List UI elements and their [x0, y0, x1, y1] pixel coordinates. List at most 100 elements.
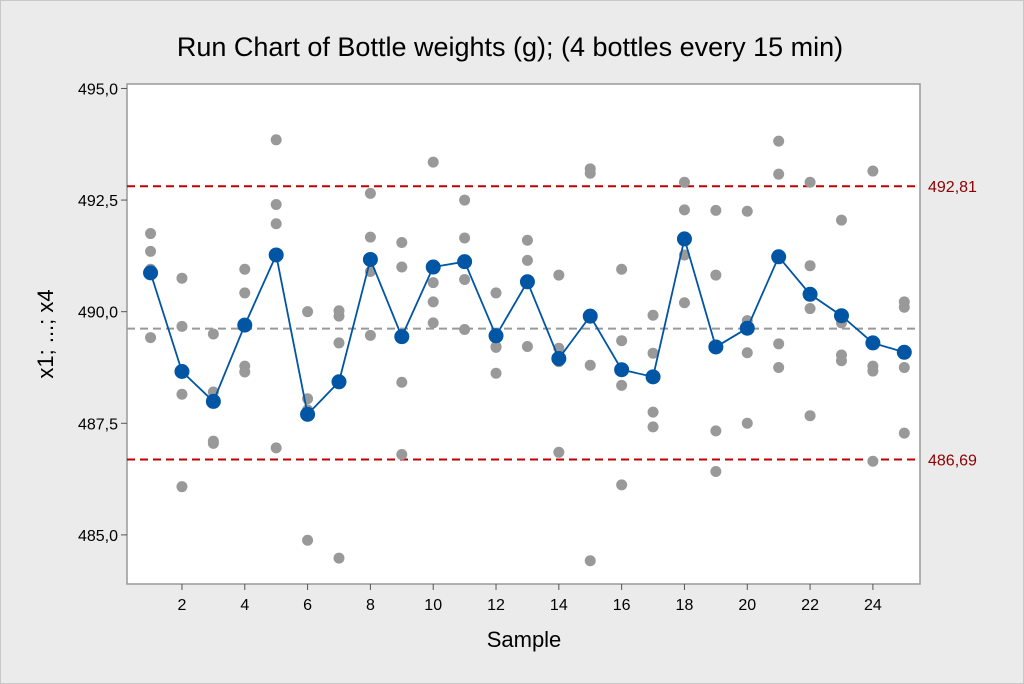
median-point: [771, 249, 787, 265]
median-point: [708, 339, 724, 355]
observation-point: [710, 466, 722, 477]
observation-point: [490, 367, 502, 379]
x-tick-label: 24: [864, 597, 882, 614]
x-tick-label: 6: [303, 597, 312, 614]
median-point: [394, 329, 410, 345]
observation-point: [459, 274, 471, 286]
x-tick-label: 22: [801, 597, 819, 614]
observation-point: [898, 427, 910, 439]
observation-point: [364, 329, 376, 341]
observation-point: [584, 167, 596, 179]
x-tick-label: 18: [676, 597, 694, 614]
observation-point: [867, 365, 879, 377]
observation-point: [239, 263, 251, 275]
observation-point: [835, 214, 847, 226]
median-point: [551, 351, 567, 367]
median-point: [425, 259, 441, 275]
observation-point: [427, 156, 439, 168]
observation-point: [710, 269, 722, 281]
observation-point: [490, 287, 502, 299]
median-point: [174, 364, 190, 379]
observation-point: [773, 338, 785, 350]
median-point: [488, 328, 504, 344]
observation-point: [427, 296, 439, 308]
observation-point: [741, 347, 753, 359]
observation-point: [616, 379, 628, 391]
observation-point: [270, 199, 282, 211]
median-point: [362, 251, 378, 267]
median-point: [802, 286, 818, 302]
median-point: [833, 308, 849, 324]
observation-point: [773, 135, 785, 147]
x-tick-label: 2: [178, 597, 187, 614]
observation-point: [804, 410, 816, 422]
x-axis-label: Sample: [487, 627, 562, 652]
y-tick-label: 492,5: [78, 193, 118, 210]
observation-point: [176, 481, 188, 493]
observation-point: [459, 194, 471, 206]
y-axis: 485,0 487,5 490,0 492,5 495,0: [78, 81, 127, 545]
observation-point: [898, 361, 910, 373]
median-point: [676, 231, 692, 247]
observation-point: [364, 231, 376, 243]
y-tick-label: 495,0: [78, 81, 118, 98]
observation-point: [584, 359, 596, 371]
median-point: [582, 308, 598, 324]
x-tick-label: 20: [738, 597, 756, 614]
median-point: [237, 317, 253, 333]
y-tick-label: 487,5: [78, 416, 118, 433]
observation-point: [459, 232, 471, 244]
observation-point: [835, 355, 847, 367]
median-point: [519, 274, 535, 290]
observation-point: [804, 260, 816, 272]
observation-point: [867, 165, 879, 177]
observation-point: [521, 254, 533, 266]
observation-point: [333, 552, 345, 564]
observation-point: [145, 332, 157, 344]
observation-point: [207, 328, 219, 340]
observation-point: [207, 437, 219, 449]
observation-point: [176, 272, 188, 284]
y-tick-label: 490,0: [78, 305, 118, 322]
observation-point: [270, 442, 282, 454]
observation-point: [773, 168, 785, 180]
observation-point: [239, 366, 251, 378]
median-point: [739, 320, 755, 336]
x-tick-label: 4: [240, 597, 249, 614]
median-point: [614, 362, 630, 378]
chart-title: Run Chart of Bottle weights (g); (4 bott…: [177, 32, 843, 62]
observation-point: [333, 310, 345, 322]
x-tick-label: 10: [424, 597, 442, 614]
y-tick-label: 485,0: [78, 528, 118, 545]
observation-point: [239, 287, 251, 299]
observation-point: [804, 176, 816, 188]
observation-point: [647, 406, 659, 418]
observation-point: [867, 455, 879, 467]
observation-point: [553, 269, 565, 281]
observation-point: [521, 234, 533, 246]
observation-point: [396, 449, 408, 461]
observation-point: [459, 324, 471, 336]
x-tick-label: 14: [550, 597, 568, 614]
observation-point: [270, 218, 282, 230]
median-series: [143, 231, 912, 422]
y-axis-label: x1; ...; x4: [33, 289, 58, 378]
observation-point: [647, 347, 659, 359]
observation-point: [302, 306, 314, 318]
observation-point: [333, 337, 345, 349]
median-point: [896, 344, 912, 360]
observation-point: [396, 376, 408, 388]
observation-point: [710, 204, 722, 216]
x-tick-label: 12: [487, 597, 505, 614]
median-point: [457, 254, 473, 270]
observation-point: [647, 421, 659, 433]
observation-point: [773, 361, 785, 373]
reference-lines: 492,81 486,69: [127, 179, 977, 469]
lower-limit-label: 486,69: [928, 452, 977, 469]
observation-point: [427, 317, 439, 329]
observation-point: [396, 236, 408, 248]
observation-point: [302, 534, 314, 546]
x-axis: 2 4 6 8 10 12 14 16 18 20 22 24: [178, 584, 882, 614]
median-point: [331, 374, 347, 390]
